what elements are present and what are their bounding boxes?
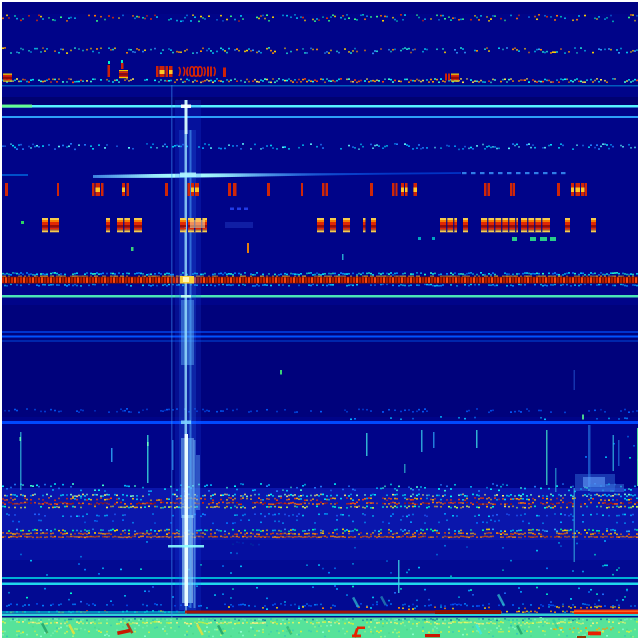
spectrogram-canvas	[0, 0, 640, 640]
spectrogram-view	[0, 0, 640, 640]
